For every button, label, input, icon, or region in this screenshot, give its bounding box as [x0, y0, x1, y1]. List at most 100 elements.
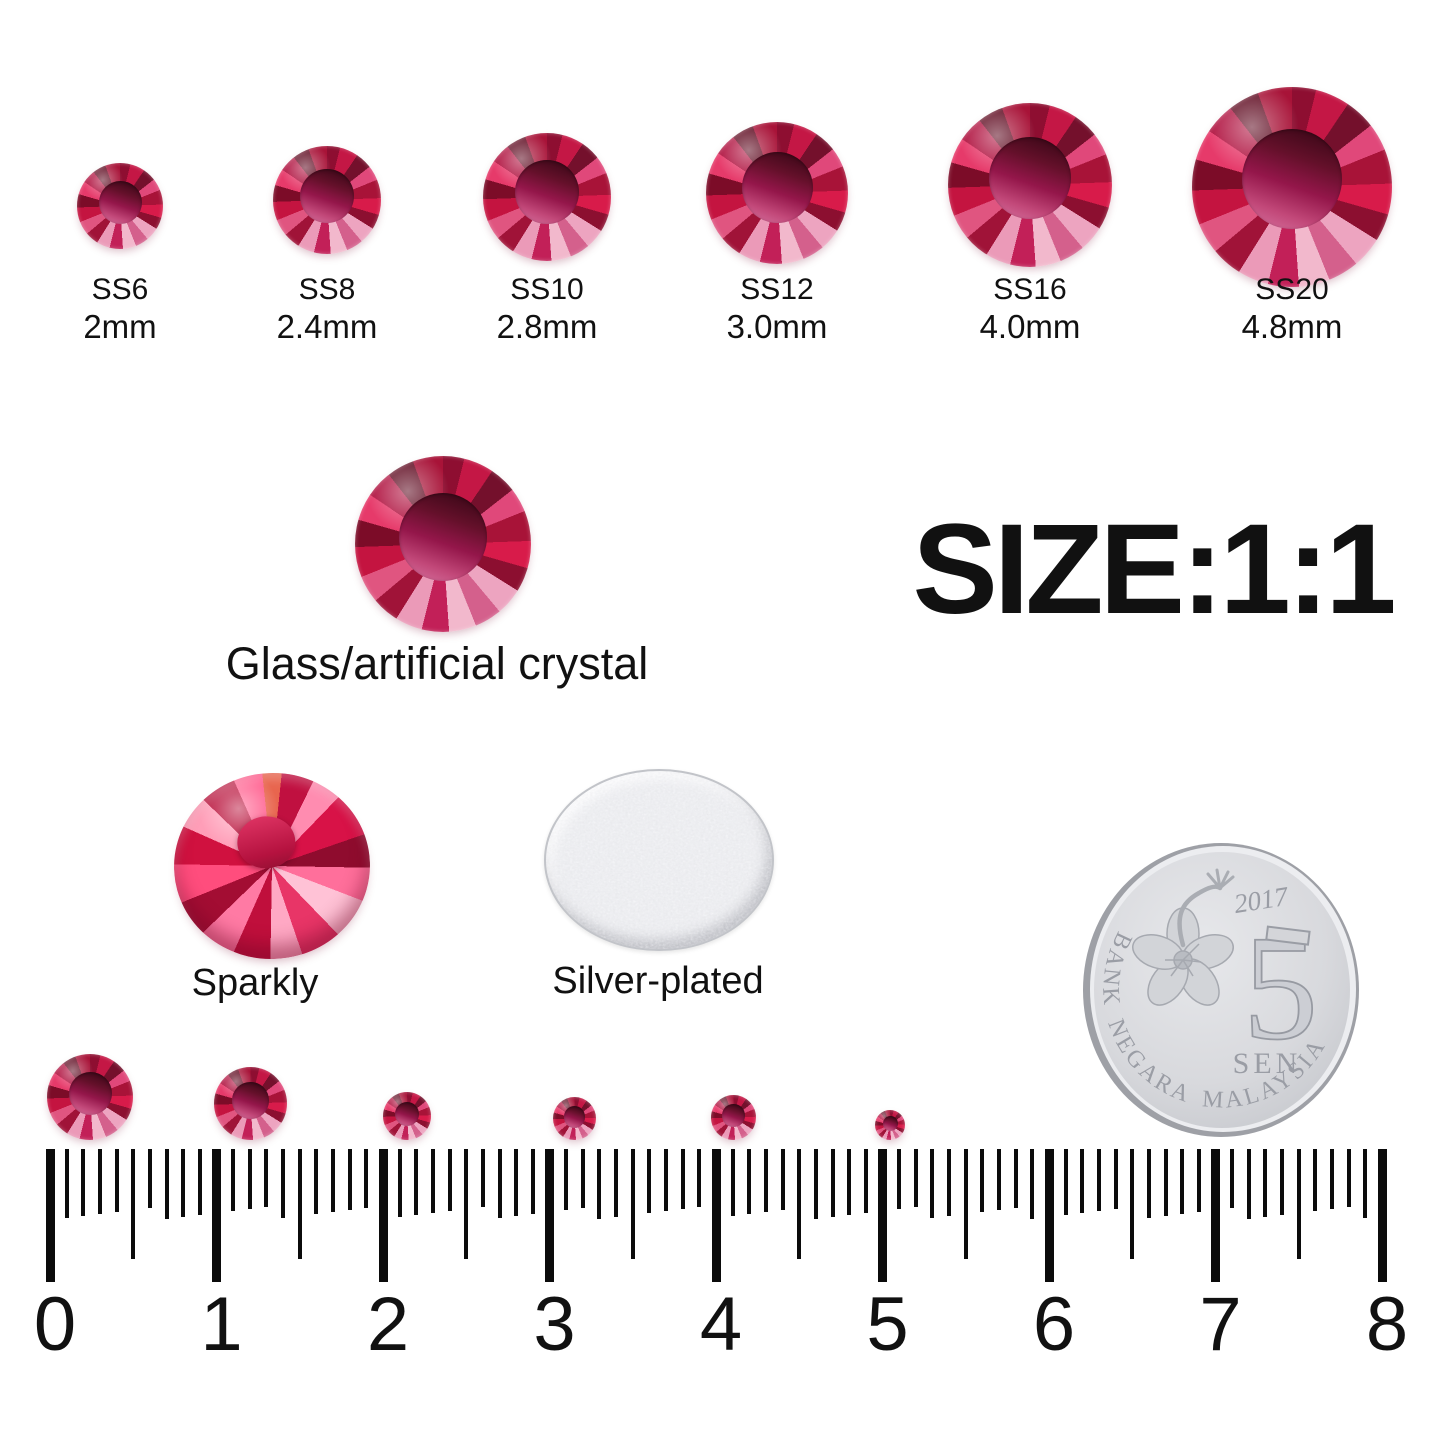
ruler-mm-tick	[1080, 1149, 1085, 1213]
stone-mm: 2mm	[83, 308, 157, 345]
ruler-mm-tick	[697, 1149, 702, 1207]
stone-code: SS8	[298, 273, 356, 306]
ruler-cm-tick	[1211, 1149, 1220, 1282]
rhinestone-ss12-image	[706, 122, 848, 264]
silver-plated-label: Silver-plated	[552, 960, 764, 1002]
ruler-mm-tick	[397, 1149, 402, 1217]
ruler-cm-tick	[545, 1149, 554, 1282]
ruler-mm-tick	[647, 1149, 652, 1213]
ruler-mm-tick	[430, 1149, 435, 1213]
ruler-mm-tick	[1096, 1149, 1101, 1211]
ruler-number: 3	[533, 1282, 575, 1367]
ruler-mm-tick	[480, 1149, 485, 1207]
ruler-mm-tick	[1296, 1149, 1301, 1259]
ruler-mm-tick	[580, 1149, 585, 1208]
ruler-number: 1	[200, 1282, 242, 1367]
gem-dome	[235, 814, 298, 871]
ruler-mm-tick	[464, 1149, 469, 1259]
ruler-mm-tick	[797, 1149, 802, 1259]
ruler-number: 2	[366, 1282, 409, 1367]
ruler-mm-tick	[347, 1149, 352, 1210]
ruler-mm-tick	[1196, 1149, 1201, 1212]
coin-flower-bud	[1206, 868, 1235, 890]
sparkly-label: Sparkly	[191, 962, 319, 1004]
ruler-mm-tick	[530, 1149, 535, 1214]
ruler-number: 4	[699, 1282, 742, 1367]
coin-image: BANK NEGARA MALAYSIA 2017 5 SEN	[1083, 843, 1359, 1137]
stone-mm: 3.0mm	[726, 308, 828, 345]
material-label: Glass/artificial crystal	[225, 638, 649, 689]
stone-code: SS16	[993, 273, 1067, 306]
ruler-mm-tick	[81, 1149, 86, 1216]
stone-mm: 4.8mm	[1241, 308, 1343, 345]
ruler-mm-tick	[897, 1149, 902, 1209]
ruler-mm-tick	[331, 1149, 336, 1212]
ruler-number: 6	[1032, 1282, 1075, 1367]
ruler-mm-tick	[281, 1149, 286, 1218]
ruler-mm-tick	[664, 1149, 669, 1211]
size-label-ss6: SS6 2mm	[10, 272, 230, 346]
ruler-mm-tick	[1346, 1149, 1351, 1207]
speckle-texture	[546, 771, 772, 949]
ruler-mm-tick	[947, 1149, 952, 1216]
ruler-mm-tick	[1113, 1149, 1118, 1209]
ruler-mm-tick	[614, 1149, 619, 1217]
ruler-mm-tick	[1063, 1149, 1068, 1215]
ruler-mm-tick	[1330, 1149, 1335, 1209]
gem-table	[399, 492, 487, 581]
ruler-mm-tick	[963, 1149, 968, 1259]
rhinestone-ss8-image	[273, 146, 381, 254]
coin-flower-stem	[1177, 884, 1223, 948]
gem-table	[68, 1072, 112, 1116]
ruler-mm-tick	[630, 1149, 635, 1259]
ruler-mm-tick	[1013, 1149, 1018, 1208]
ruler-mm-tick	[997, 1149, 1002, 1210]
stone-mm: 2.4mm	[276, 308, 378, 345]
ruler-mm-tick	[181, 1149, 186, 1217]
coin-unit-text: SEN	[1233, 1047, 1302, 1080]
rhinestone-ss10-image	[483, 133, 611, 261]
ruler-number: 8	[1365, 1282, 1408, 1367]
ruler-mm-tick	[1263, 1149, 1268, 1217]
gem-table	[882, 1116, 898, 1132]
size-label-ss8: SS8 2.4mm	[217, 272, 437, 346]
ruler-cm-tick	[878, 1149, 887, 1282]
ruler-mm-tick	[1180, 1149, 1185, 1214]
ruler-mm-tick	[514, 1149, 519, 1216]
ruler-mm-tick	[980, 1149, 985, 1212]
size-label-ss16: SS16 4.0mm	[920, 272, 1140, 346]
size-ratio-text: SIZE:1:1	[912, 498, 1396, 641]
ruler-mm-tick	[1130, 1149, 1135, 1259]
ruler-mm-tick	[780, 1149, 785, 1210]
ruler-mm-tick	[1030, 1149, 1035, 1219]
ruler-mm-tick	[730, 1149, 735, 1216]
ruler-number: 5	[866, 1282, 908, 1367]
ruler-mm-tick	[1246, 1149, 1251, 1219]
ruler-mm-tick	[247, 1149, 252, 1209]
ruler-mm-tick	[1146, 1149, 1151, 1218]
ruler-mm-tick	[913, 1149, 918, 1207]
actual-size-stone-1	[47, 1054, 133, 1140]
actual-size-stone-5	[711, 1095, 756, 1140]
rhinestone-ss16-image	[948, 103, 1112, 267]
stone-mm: 2.8mm	[496, 308, 598, 345]
ruler-mm-tick	[830, 1149, 835, 1217]
stone-code: SS20	[1255, 273, 1329, 306]
gem-table	[563, 1106, 586, 1128]
silver-back-image	[544, 769, 774, 951]
rhinestone-ss20-image	[1192, 87, 1392, 287]
ruler-mm-tick	[1280, 1149, 1285, 1215]
ruler-mm-tick	[847, 1149, 852, 1215]
ruler-mm-tick	[314, 1149, 319, 1214]
size-label-ss12: SS12 3.0mm	[667, 272, 887, 346]
ruler-mm-tick	[114, 1149, 119, 1212]
gem-table	[741, 151, 813, 223]
ruler-mm-tick	[197, 1149, 202, 1215]
actual-size-stone-4	[553, 1097, 596, 1140]
ruler-mm-tick	[597, 1149, 602, 1219]
gem-table	[300, 168, 354, 223]
stone-mm: 4.0mm	[979, 308, 1081, 345]
ruler-cm-tick	[1044, 1149, 1054, 1282]
ruler-mm-tick	[564, 1149, 569, 1210]
coin-hibiscus-icon	[1132, 907, 1234, 1006]
